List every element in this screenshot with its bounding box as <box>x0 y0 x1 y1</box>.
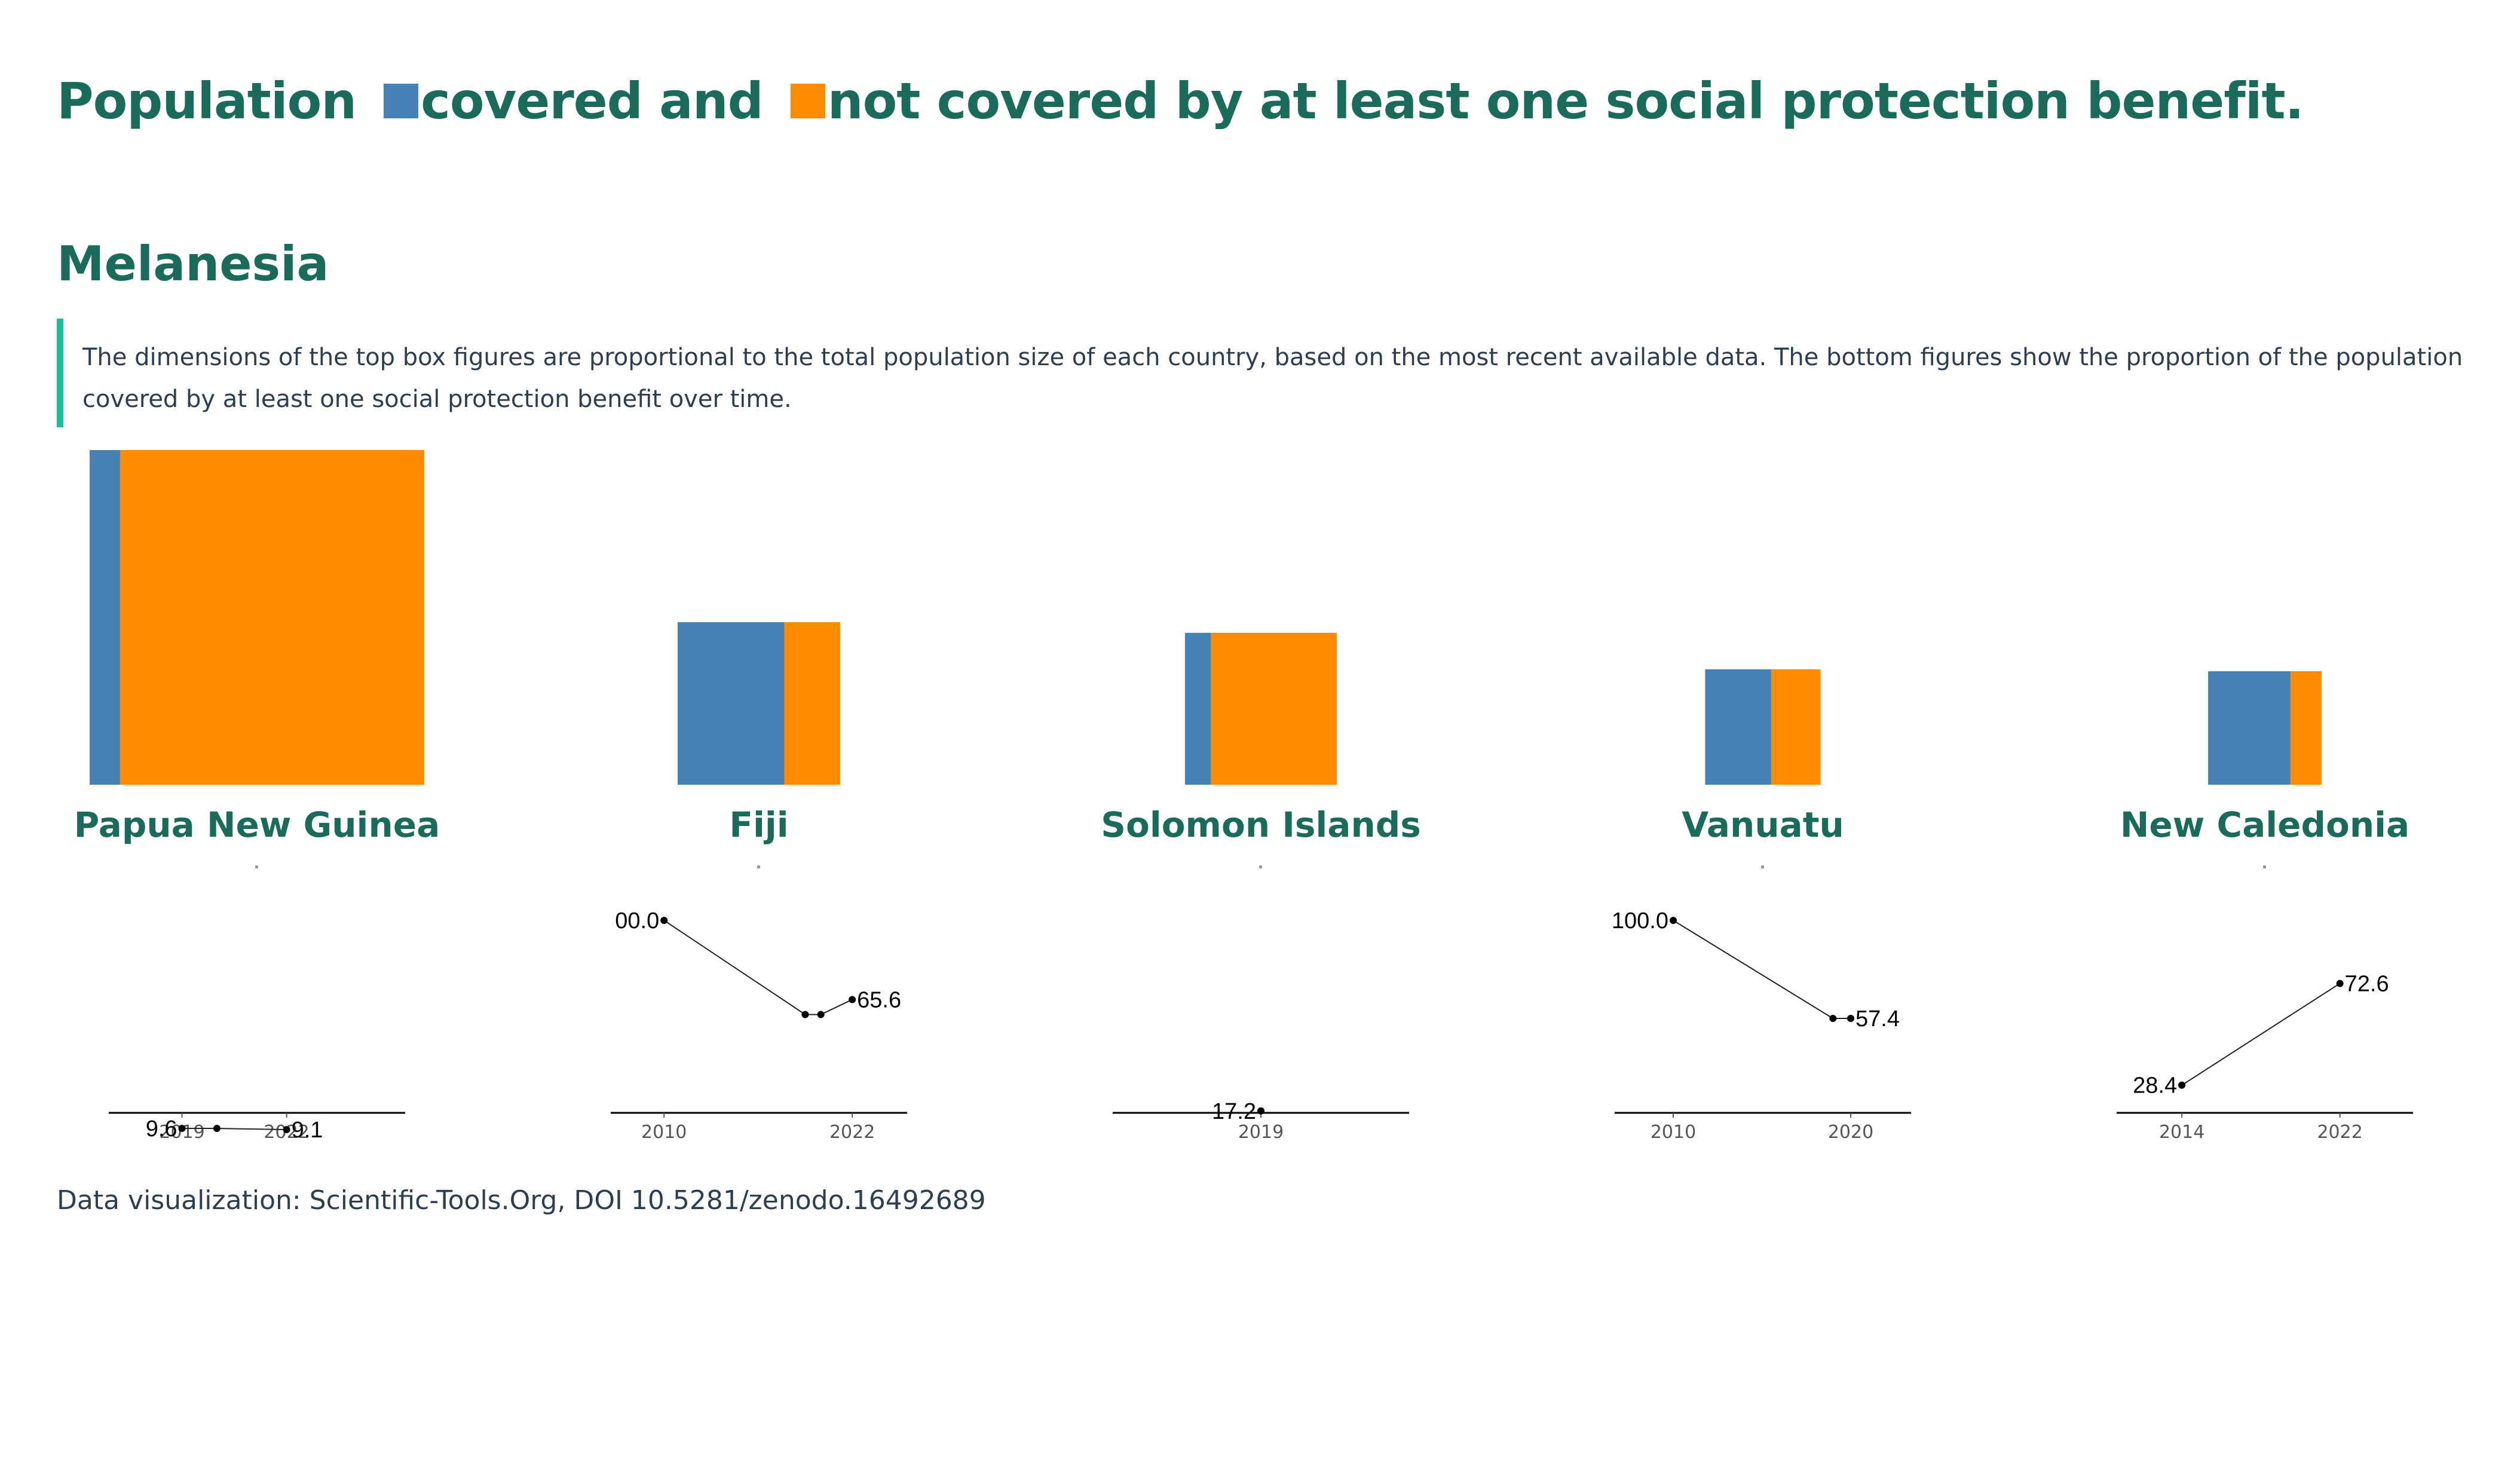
data-point <box>1670 917 1677 924</box>
box-not-covered <box>2290 671 2322 785</box>
country-figure: Papua New Guinea201920229.69.1 <box>74 450 440 1143</box>
country-name: New Caledonia <box>2120 804 2409 845</box>
box-covered <box>1705 669 1772 785</box>
country-name: Fiji <box>729 804 788 845</box>
box-not-covered <box>1771 669 1821 785</box>
box-covered <box>677 622 785 785</box>
legend-covered-swatch <box>384 84 419 118</box>
country-figure: Fiji 2010 2022 00.0 65.6 <box>611 622 907 1143</box>
page-title: Population covered and not covered by at… <box>57 72 2304 130</box>
country-name: Solomon Islands <box>1101 804 1421 845</box>
footer-credit: Data visualization: Scientific-Tools.Org… <box>57 1185 986 1216</box>
data-label: 9.1 <box>292 1118 323 1143</box>
description-text: The dimensions of the top box figures ar… <box>82 344 2463 413</box>
x-tick-label: 2014 <box>2159 1122 2204 1143</box>
data-label: 57.4 <box>1855 1006 1900 1032</box>
box-covered <box>1184 632 1211 785</box>
data-label: 100.0 <box>1612 908 1668 934</box>
box-not-covered <box>120 450 424 785</box>
x-tick-label: 2022 <box>2317 1122 2362 1143</box>
data-point <box>213 1125 221 1133</box>
coverage-line <box>663 920 853 1015</box>
title-prefix: Population <box>57 72 357 130</box>
data-point <box>178 1125 186 1133</box>
data-label: 9.6 <box>146 1116 177 1142</box>
x-tick-label: 2010 <box>1651 1122 1696 1143</box>
placeholder-icon <box>1259 865 1262 868</box>
coverage-line <box>2181 983 2341 1086</box>
placeholder-icon <box>757 865 760 868</box>
box-covered <box>2208 671 2291 785</box>
data-label: 72.6 <box>2345 971 2389 996</box>
x-tick-label: 2010 <box>641 1122 687 1143</box>
data-point <box>801 1011 809 1018</box>
country-figure: New Caledonia 2014 2022 28.4 72.6 <box>2117 671 2413 1143</box>
data-point <box>1829 1015 1837 1023</box>
data-label: 28.4 <box>2133 1073 2177 1099</box>
box-not-covered <box>784 622 841 785</box>
data-point <box>283 1125 290 1133</box>
box-not-covered <box>1211 632 1337 785</box>
data-point <box>1847 1015 1855 1023</box>
data-point <box>1257 1107 1264 1115</box>
placeholder-icon <box>2263 865 2266 868</box>
description-note: The dimensions of the top box figures ar… <box>57 319 2465 427</box>
x-tick-label: 2019 <box>1238 1122 1284 1143</box>
data-label: 00.0 <box>615 908 659 934</box>
legend-covered-label: covered and <box>421 72 764 130</box>
country-figure: Vanuatu 2010 2020 100.0 57.4 <box>1612 669 1911 1143</box>
data-point <box>817 1011 825 1018</box>
x-tick-label: 2020 <box>1828 1122 1873 1143</box>
country-name: Papua New Guinea <box>74 804 440 845</box>
x-tick-label: 2022 <box>829 1122 875 1143</box>
data-point <box>849 996 856 1003</box>
placeholder-icon <box>1761 865 1764 868</box>
legend-not-covered-swatch <box>790 84 825 118</box>
box-covered <box>90 450 120 785</box>
data-label: 65.6 <box>857 987 901 1012</box>
coverage-line <box>1673 920 1851 1020</box>
legend-not-covered-label: not covered by at least one social prote… <box>827 72 2304 130</box>
data-label: 17.2 <box>1212 1099 1256 1124</box>
placeholder-icon <box>255 865 258 868</box>
region-heading: Melanesia <box>57 236 329 292</box>
data-point <box>2178 1081 2186 1089</box>
data-point <box>660 917 668 924</box>
country-name: Vanuatu <box>1682 804 1844 845</box>
data-point <box>2336 980 2344 987</box>
